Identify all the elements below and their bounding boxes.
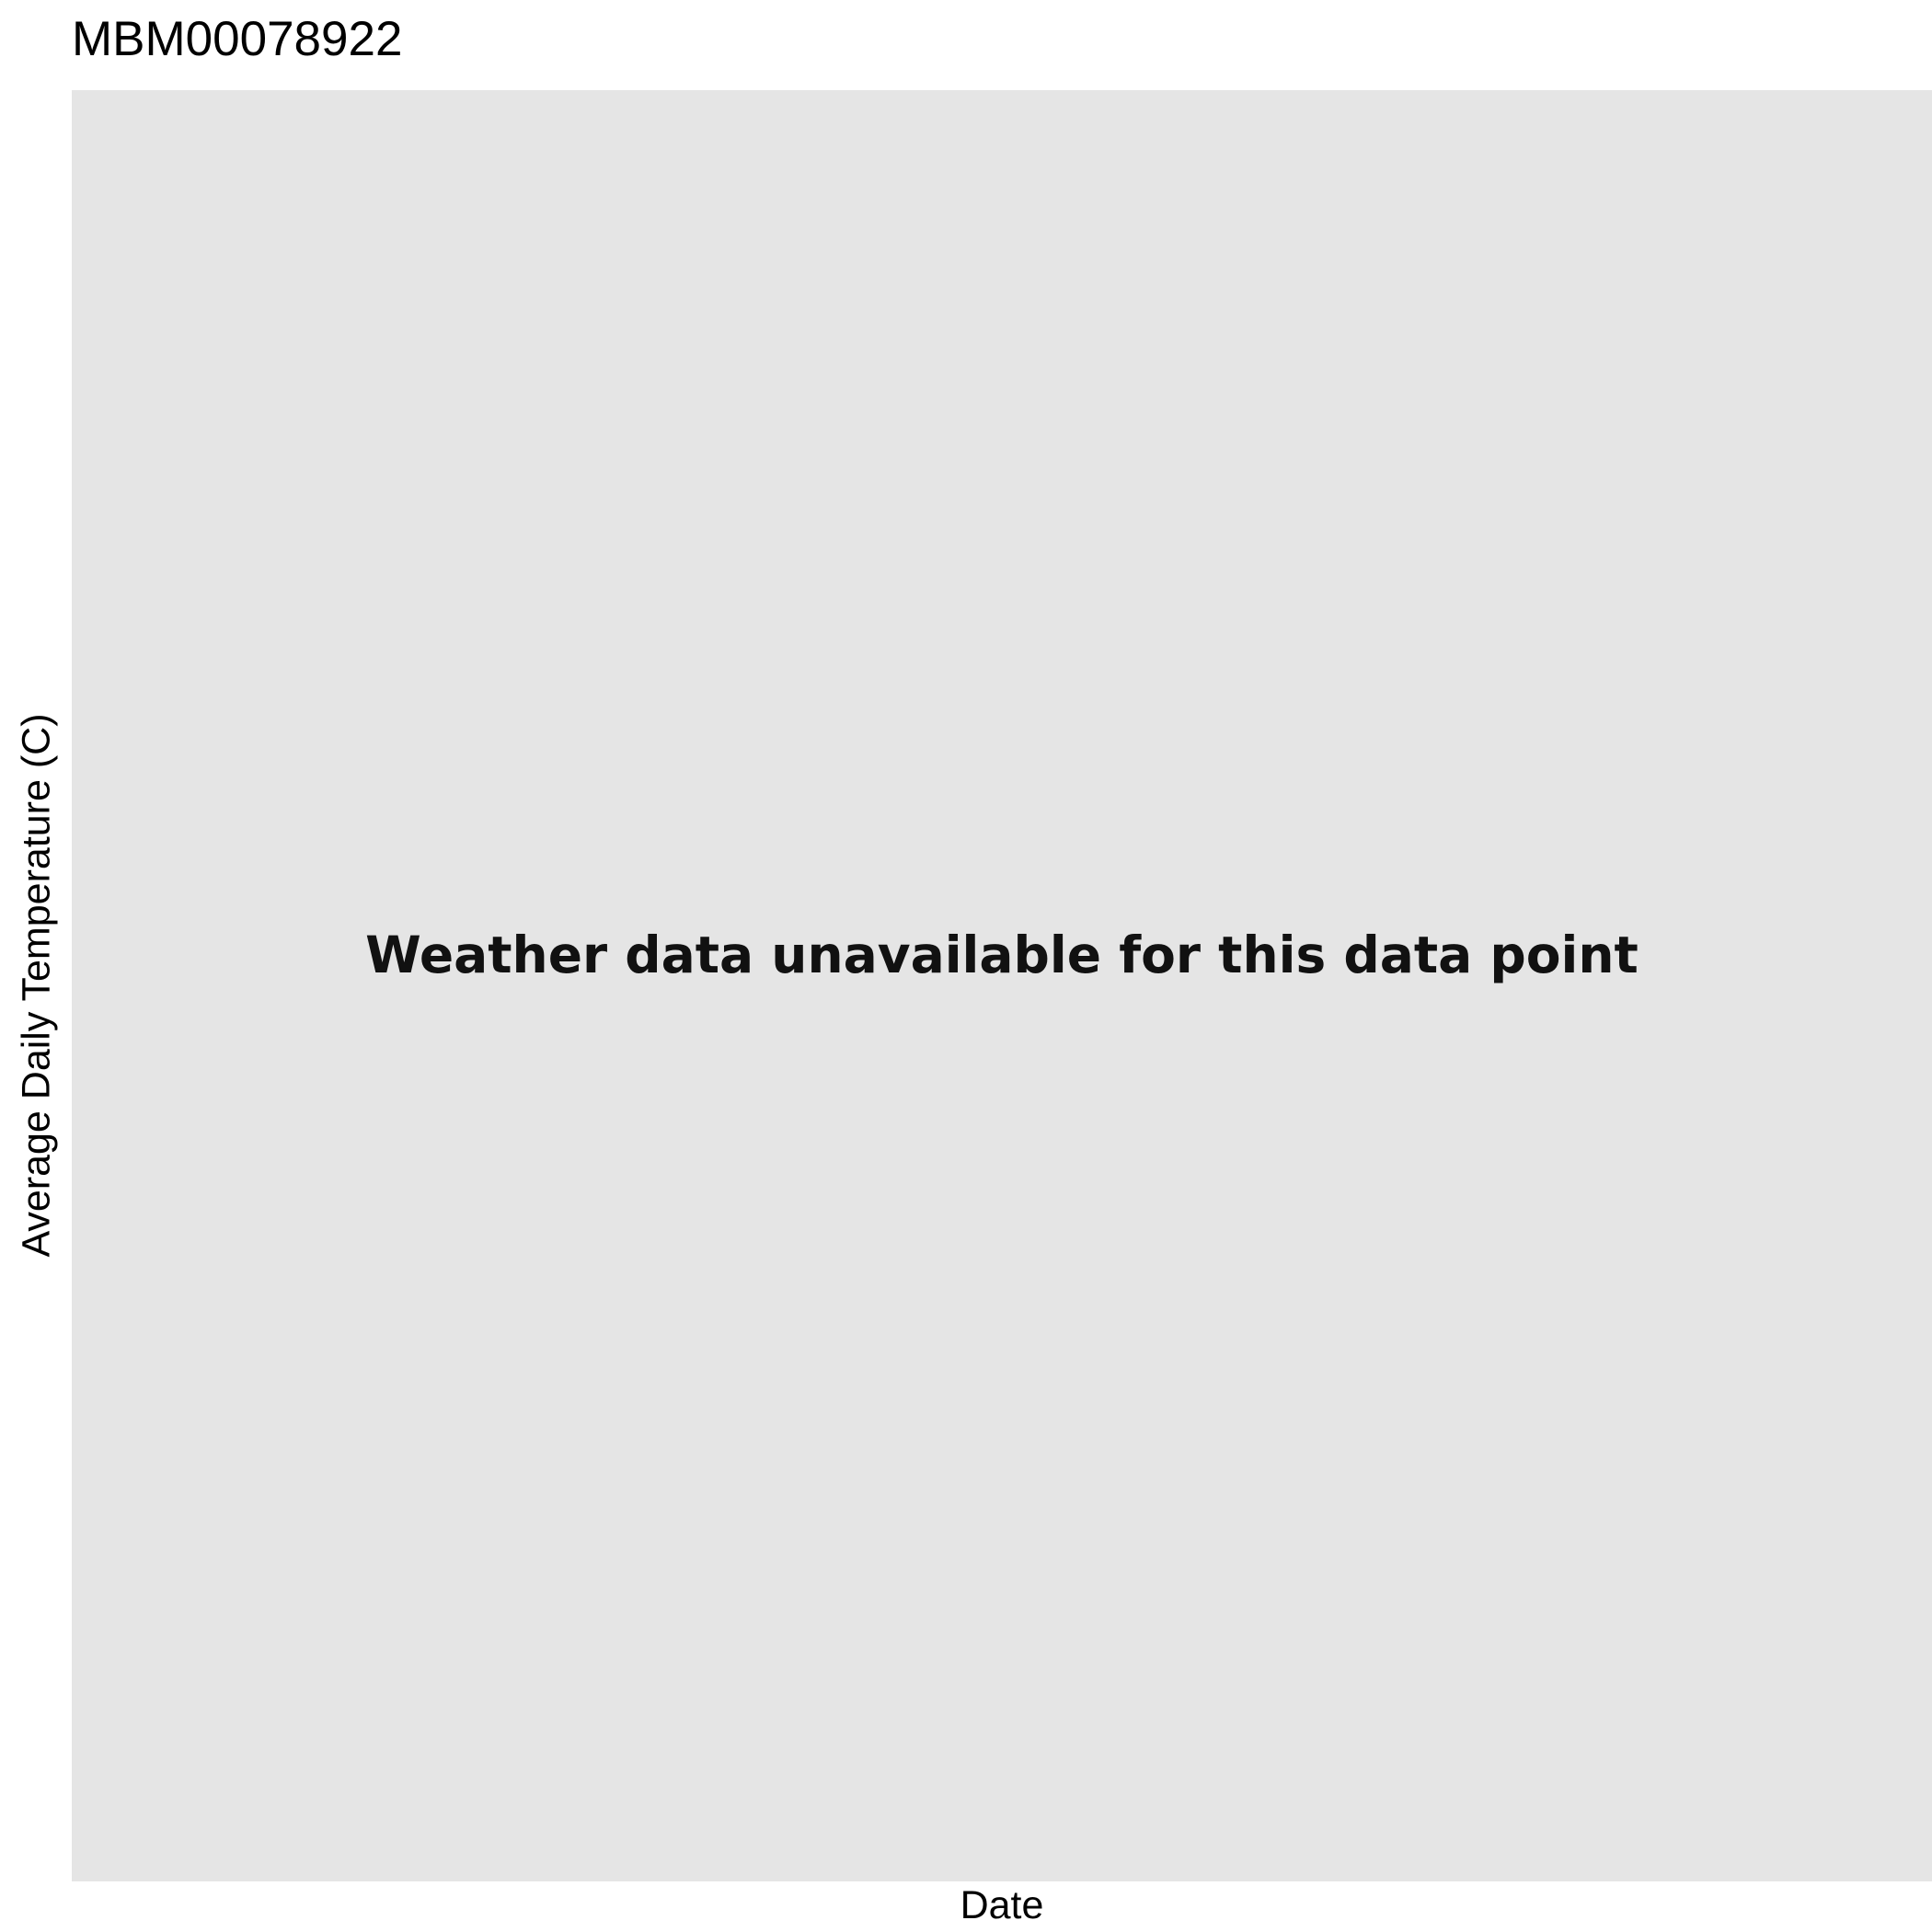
unavailable-message: Weather data unavailable for this data p… [365, 926, 1639, 984]
y-axis-label: Average Daily Temperature (C) [14, 713, 59, 1258]
chart-title: MBM00078922 [72, 12, 403, 66]
x-axis-label: Date [960, 1883, 1044, 1927]
plot-panel: Weather data unavailable for this data p… [72, 90, 1932, 1881]
